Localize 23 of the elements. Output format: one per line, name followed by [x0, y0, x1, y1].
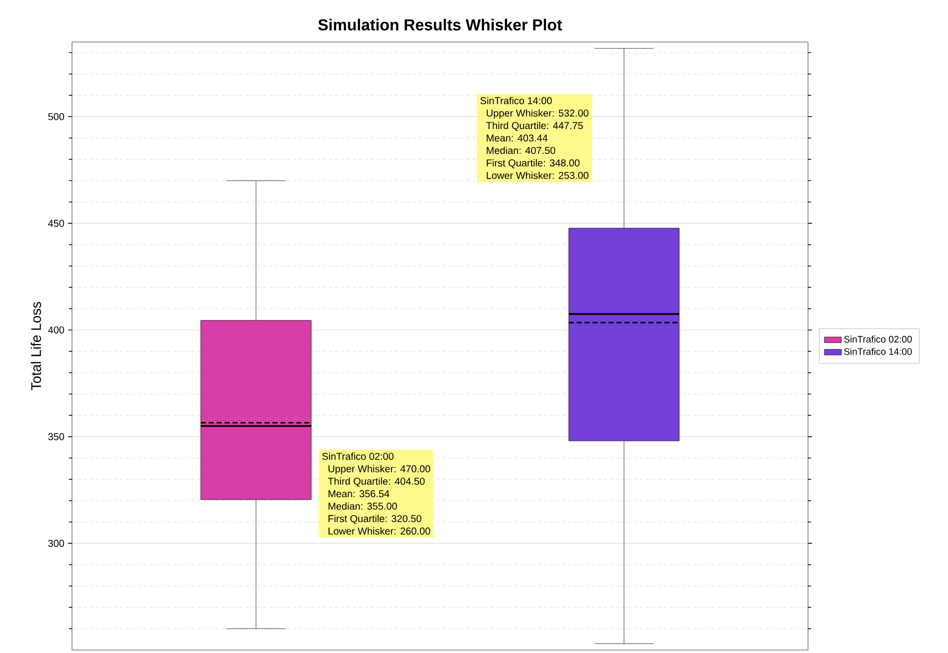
- annotation: Median: 407.50: [486, 146, 556, 154]
- annotation: Mean: 356.54: [328, 490, 390, 498]
- y-tick-label: 300: [48, 540, 64, 547]
- y-tick-label: 450: [48, 220, 64, 227]
- annotation: Lower Whisker: 253.00: [486, 172, 588, 179]
- legend-label: SinTrafico 14:00: [844, 348, 912, 355]
- y-tick-label: 500: [48, 113, 64, 120]
- annotation: Mean: 403.44: [486, 134, 548, 142]
- annotation: First Quartile: 348.00: [486, 159, 580, 168]
- annotation: Third Quartile: 447.75: [486, 122, 583, 131]
- annotation: Upper Whisker: 532.00: [486, 109, 588, 119]
- y-tick-label: 350: [48, 433, 64, 440]
- y-tick-label: 400: [48, 326, 64, 334]
- annotation: First Quartile: 320.50: [328, 514, 422, 524]
- y-axis-title: Total Life Loss: [30, 302, 42, 390]
- legend-label: SinTrafico 02:00: [844, 336, 912, 343]
- annotation: SinTrafico 02:00: [322, 452, 394, 460]
- annotation: Median: 355.00: [328, 502, 397, 510]
- annotation: Third Quartile: 404.50: [328, 477, 425, 487]
- annotation: SinTrafico 14:00: [480, 96, 552, 104]
- annotation: Upper Whisker: 470.00: [328, 465, 430, 474]
- annotation: Lower Whisker: 260.00: [328, 527, 430, 535]
- chart-title: Simulation Results Whisker Plot: [318, 18, 562, 30]
